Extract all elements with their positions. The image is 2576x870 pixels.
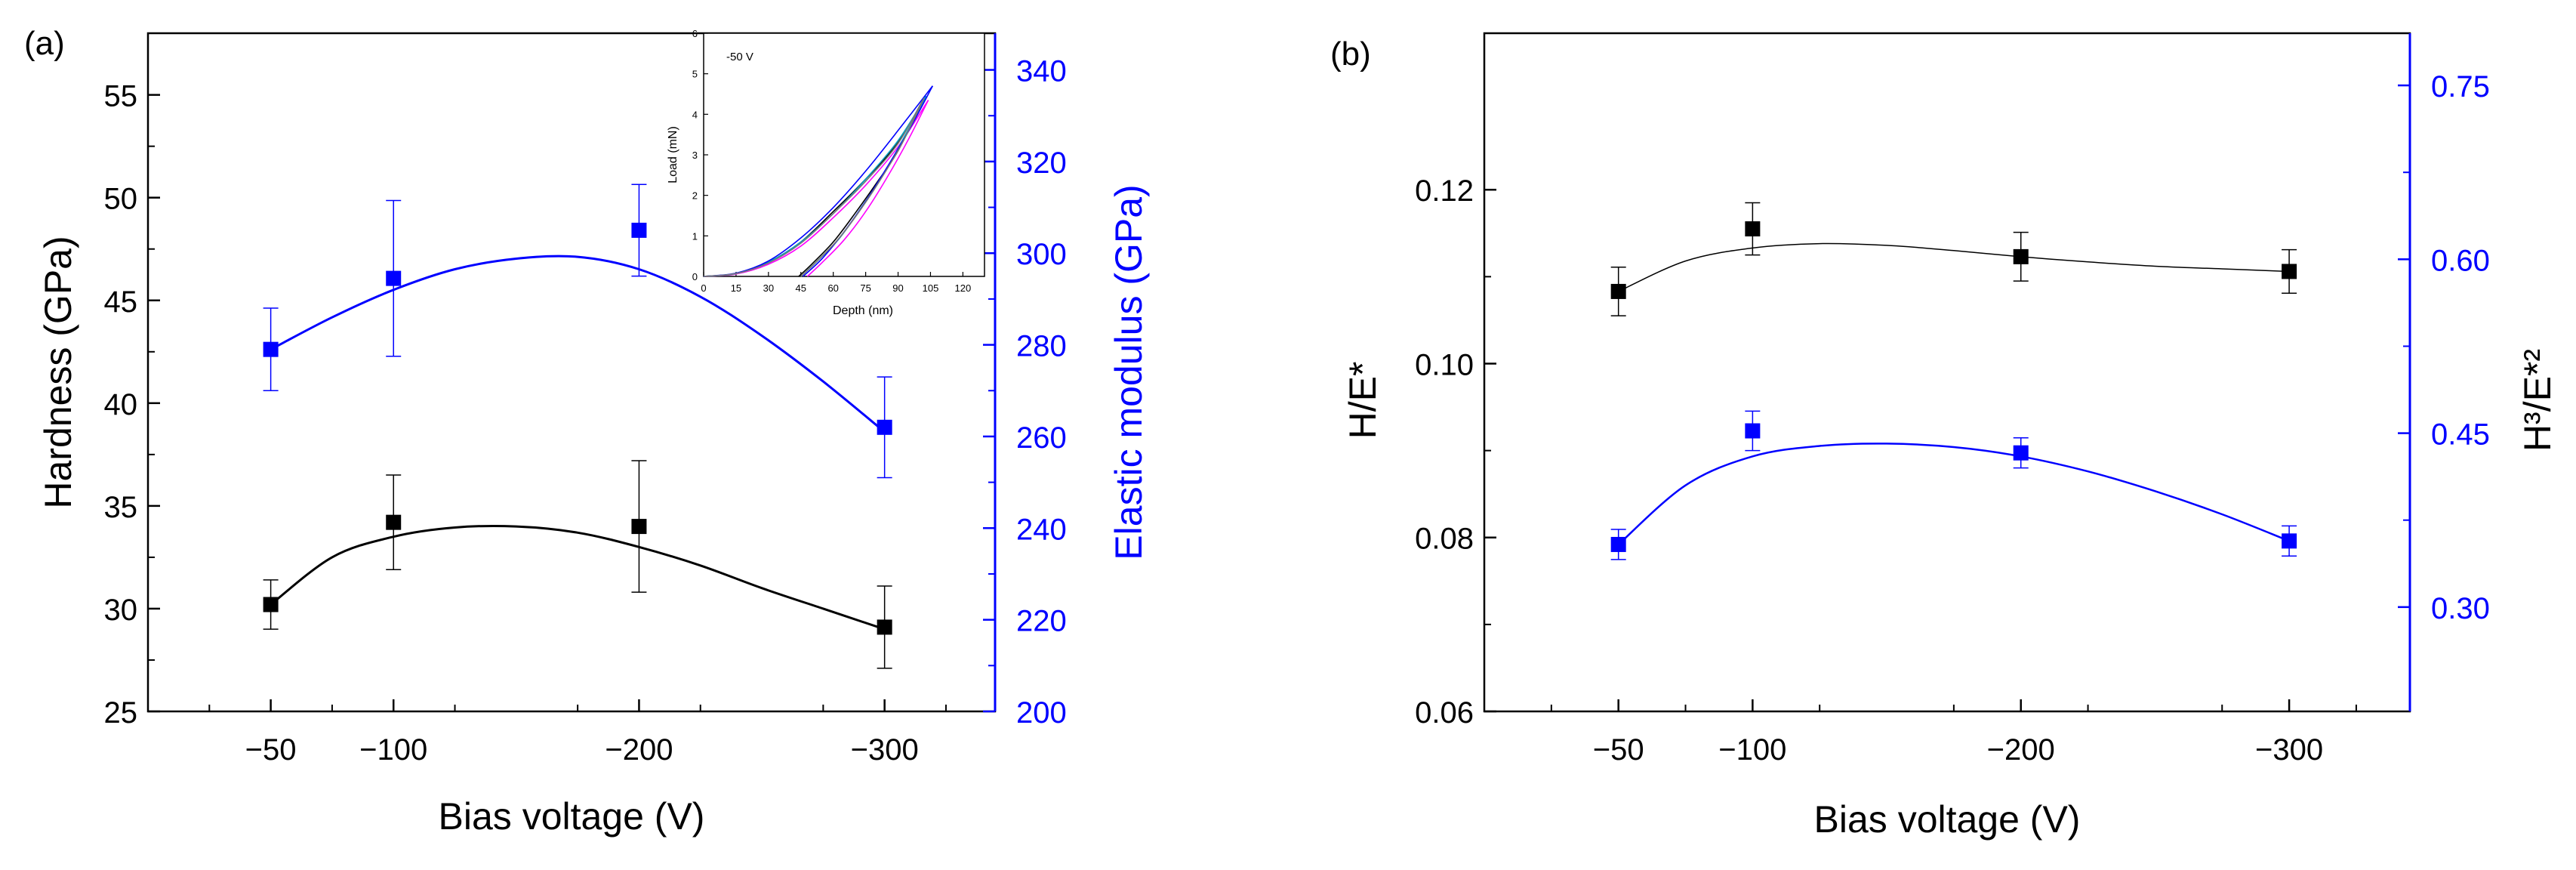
data-point [2013, 248, 2029, 264]
inset-y-tick-label: 4 [692, 109, 698, 120]
inset-unloading-curve-pink [806, 100, 929, 277]
right-tick-label: 220 [1016, 605, 1067, 638]
data-point [877, 419, 892, 435]
right-tick-label: 0.75 [2431, 70, 2490, 103]
inset-y-tick-label: 5 [692, 69, 698, 80]
inset-unloading-curve-gray [800, 97, 925, 277]
right-tick-label: 260 [1016, 421, 1067, 455]
x-tick-label: −100 [1718, 733, 1786, 767]
right-tick-label: 280 [1016, 330, 1067, 363]
panel-b-chart: (b) 0.06 0.08 0.10 0.12 0.30 0.45 0.60 0.75 −5… [1330, 32, 2559, 841]
inset-y-tick-label: 0 [692, 271, 698, 282]
fit-curve [1618, 242, 2290, 292]
data-point [1745, 221, 1761, 237]
panel-b-right-y-label: H³/E*² [2516, 349, 2559, 452]
x-tick-label: −300 [851, 733, 919, 767]
x-tick-label: −100 [359, 733, 427, 767]
panel-a-right-axis: 200 220 240 260 280 300 320 340 [983, 33, 1067, 730]
left-tick-label: 45 [104, 285, 138, 319]
right-tick-label: 320 [1016, 147, 1067, 180]
left-tick-label: 30 [104, 594, 138, 627]
panel-b-x-axis: −50 −100 −200 −300 [1550, 699, 2357, 767]
left-tick-label: 40 [104, 388, 138, 421]
inset-curves [703, 85, 934, 277]
panel-a-left-y-label: Hardness (GPa) [37, 236, 79, 508]
inset-x-tick-label: 30 [763, 282, 774, 294]
inset-y-tick-label: 3 [692, 150, 698, 161]
data-point [1610, 283, 1626, 299]
left-tick-label: 50 [104, 183, 138, 216]
inset-frame [703, 32, 985, 277]
panel-b-frame [1483, 32, 2411, 713]
inset-y-tick-label: 1 [692, 230, 698, 242]
data-point [263, 597, 279, 612]
inset-x-tick-label: 45 [796, 282, 806, 294]
panel-b-label: (b) [1330, 35, 1371, 72]
inset-x-tick-label: 105 [923, 282, 939, 294]
panel-b-right-axis: 0.30 0.45 0.60 0.75 [2398, 33, 2490, 711]
inset-y-tick-label: 6 [692, 28, 698, 39]
x-tick-label: −300 [2255, 733, 2323, 767]
data-point [386, 514, 402, 530]
left-tick-label: 0.08 [1415, 523, 1474, 556]
inset-loading-curve-gray [703, 97, 925, 277]
data-point [631, 519, 647, 535]
right-tick-label: 300 [1016, 238, 1067, 271]
panel-a-marks [263, 184, 892, 669]
x-tick-label: −200 [605, 733, 673, 767]
data-point [2013, 445, 2029, 461]
x-tick-label: −50 [1593, 733, 1644, 767]
x-tick-label: −50 [245, 733, 297, 767]
right-tick-label: 240 [1016, 513, 1067, 546]
inset-x-tick-label: 75 [860, 282, 870, 294]
panel-b-left-y-label: H/E* [1342, 362, 1384, 440]
panel-a-x-axis: −50 −100 −200 −300 [208, 699, 947, 767]
right-tick-label: 200 [1016, 696, 1067, 730]
left-tick-label: 35 [104, 491, 138, 524]
data-point [877, 619, 892, 635]
panel-b-marks [1610, 202, 2297, 560]
inset-y-label: Load (mN) [667, 126, 679, 184]
left-tick-label: 0.06 [1415, 696, 1474, 730]
inset-x-tick-label: 15 [731, 282, 741, 294]
inset-x-tick-label: 120 [955, 282, 972, 294]
right-tick-label: 0.60 [2431, 244, 2490, 277]
left-tick-label: 25 [104, 696, 138, 730]
inset-x-label: Depth (nm) [833, 304, 893, 317]
fit-curve [1617, 443, 2290, 545]
fit-curve [270, 524, 886, 631]
inset-x-tick-label: 0 [701, 282, 706, 294]
inset-annotation: -50 V [726, 51, 753, 63]
panel-a-left-axis: 25 30 35 40 45 50 55 [104, 80, 160, 730]
panel-b-x-label: Bias voltage (V) [1814, 798, 2081, 841]
data-point [263, 341, 279, 357]
inset-x-tick-label: 90 [892, 282, 903, 294]
data-point [2282, 264, 2297, 279]
panel-a-label: (a) [24, 25, 65, 62]
right-tick-label: 340 [1016, 55, 1067, 88]
inset-y-tick-label: 2 [692, 190, 698, 202]
left-tick-label: 55 [104, 80, 138, 113]
data-point [1610, 536, 1626, 552]
x-tick-label: −200 [1987, 733, 2055, 767]
data-point [631, 222, 647, 238]
data-point [2282, 533, 2297, 549]
inset-x-tick-label: 60 [827, 282, 838, 294]
panel-a-right-y-label: Elastic modulus (GPa) [1108, 184, 1150, 560]
left-tick-label: 0.12 [1415, 174, 1474, 208]
panel-a-x-label: Bias voltage (V) [439, 795, 705, 838]
fit-curve [270, 255, 886, 433]
right-tick-label: 0.45 [2431, 418, 2490, 452]
left-tick-label: 0.10 [1415, 348, 1474, 381]
right-tick-label: 0.30 [2431, 592, 2490, 625]
data-point [1745, 423, 1761, 439]
data-point [386, 270, 402, 286]
panel-b-left-axis: 0.06 0.08 0.10 0.12 [1415, 174, 1496, 730]
